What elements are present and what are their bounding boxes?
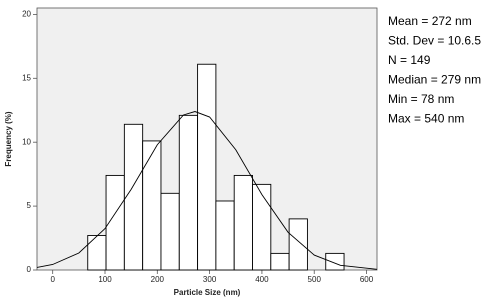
- stat-line: Max = 540 nm: [388, 112, 464, 126]
- y-tick-label: 10: [22, 137, 31, 146]
- x-tick-label: 300: [203, 275, 217, 284]
- x-tick-label: 400: [255, 275, 269, 284]
- bar: [178, 114, 199, 271]
- bar: [270, 252, 290, 271]
- bar: [87, 235, 107, 271]
- x-tick-label: 600: [360, 275, 374, 284]
- stat-line: Std. Dev = 10.6.5: [388, 34, 481, 48]
- bar: [142, 140, 162, 271]
- x-axis-label: Particle Size (nm): [174, 288, 241, 297]
- bar: [288, 218, 308, 271]
- stat-line: Min = 78 nm: [388, 92, 454, 106]
- y-tick-label: 15: [22, 73, 31, 82]
- x-tick-label: 200: [151, 275, 165, 284]
- bar: [252, 183, 272, 271]
- y-axis-label: Frequency (%): [4, 111, 13, 166]
- x-tick-label: 100: [98, 275, 112, 284]
- bar: [325, 252, 345, 271]
- bar: [123, 123, 144, 271]
- y-tick-label: 0: [27, 265, 32, 274]
- bar: [160, 192, 180, 271]
- bar: [233, 174, 253, 271]
- normal-curve: [36, 111, 378, 270]
- stat-line: N = 149: [388, 53, 431, 67]
- y-tick-label: 20: [22, 9, 31, 18]
- x-tick-label: 0: [50, 275, 55, 284]
- bar: [215, 200, 235, 271]
- bar: [197, 63, 217, 271]
- x-tick-label: 500: [308, 275, 322, 284]
- y-tick-label: 5: [27, 201, 32, 210]
- stat-line: Median = 279 nm: [388, 73, 481, 87]
- stat-line: Mean = 272 nm: [388, 14, 472, 28]
